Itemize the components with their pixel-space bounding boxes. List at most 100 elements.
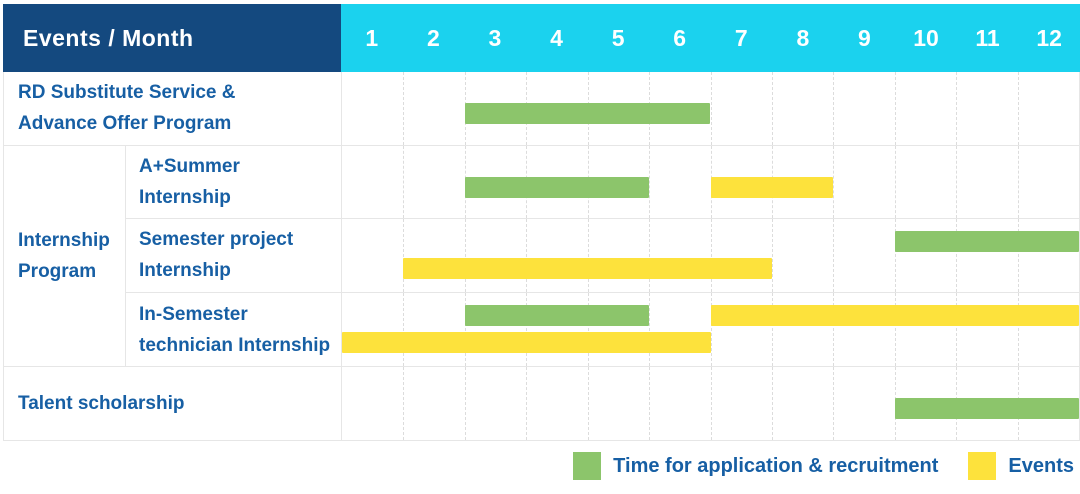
- gantt-bar-application: [894, 398, 1079, 420]
- month-gridline: [956, 219, 958, 292]
- month-gridline: [649, 219, 651, 292]
- legend-label-events: Events: [1008, 454, 1074, 477]
- month-gridline: [587, 292, 589, 367]
- month-label: 4: [550, 24, 563, 51]
- events-month-header-cell: Events / Month: [3, 4, 341, 72]
- month-label: 9: [858, 24, 871, 51]
- legend-swatch-application: [573, 452, 602, 480]
- gantt-bar-events: [710, 304, 1079, 326]
- month-gridline: [894, 145, 896, 219]
- row-label: RD Substitute Service & Advance Offer Pr…: [4, 72, 342, 145]
- month-gridline: [771, 219, 773, 292]
- month-gridline: [526, 367, 528, 440]
- month-gridline: [771, 367, 773, 440]
- month-gridline: [1017, 219, 1019, 292]
- month-gridline: [526, 219, 528, 292]
- gantt-bar-application: [894, 231, 1079, 253]
- group-label: Internship Program: [4, 145, 126, 367]
- month-gridline: [710, 292, 712, 367]
- legend-item-events: Events: [968, 452, 1074, 480]
- legend-swatch-events: [968, 452, 997, 480]
- gantt-bar-application: [464, 304, 650, 326]
- month-label: 11: [975, 24, 1000, 51]
- table-header: Events / Month 1 2 3 4 5 6 7 8 9 10 11 12: [3, 4, 1080, 72]
- month-gridline: [587, 219, 589, 292]
- month-gridline: [710, 367, 712, 440]
- month-label: 2: [426, 24, 440, 51]
- schedule-table: Events / Month 1 2 3 4 5 6 7 8 9 10 11 12 RD Substi…: [3, 4, 1080, 441]
- month-gridline: [587, 367, 589, 440]
- gantt-bar-events: [342, 331, 711, 353]
- table-row: In-Semester technician Internship: [126, 292, 1079, 367]
- month-label: 10: [913, 24, 939, 51]
- row-label-text: Talent scholarship: [18, 393, 185, 415]
- table-row: Talent scholarship: [4, 367, 1079, 441]
- row-chart-area: [342, 72, 1079, 145]
- month-gridline: [956, 72, 958, 145]
- month-gridline: [403, 292, 405, 367]
- row-label-text: Semester project Internship: [139, 229, 294, 282]
- month-label: 6: [673, 24, 687, 51]
- row-label-text: RD Substitute Service & Advance Offer Pr…: [18, 82, 236, 135]
- row-label-text: A+Summer Internship: [139, 155, 240, 208]
- month-gridline: [464, 292, 466, 367]
- month-label: 1: [365, 24, 379, 51]
- month-gridline: [649, 145, 651, 219]
- month-gridline: [956, 145, 958, 219]
- legend-label-application: Time for application & recruitment: [613, 454, 939, 477]
- month-gridline: [833, 145, 835, 219]
- table-row: RD Substitute Service & Advance Offer Pr…: [4, 72, 1079, 146]
- row-label: A+Summer Internship: [126, 145, 342, 219]
- month-gridline: [649, 292, 651, 367]
- row-label: Talent scholarship: [4, 367, 342, 440]
- legend-item-application: Time for application & recruitment: [573, 452, 938, 480]
- events-month-header-label: Events / Month: [23, 24, 194, 51]
- month-gridline: [526, 292, 528, 367]
- month-gridline: [1017, 72, 1019, 145]
- group-rows: A+Summer Internship Semester project Inte…: [126, 145, 1079, 367]
- month-gridline: [833, 72, 835, 145]
- row-chart-area: [342, 292, 1079, 367]
- row-chart-area: [342, 367, 1079, 440]
- month-gridline: [710, 72, 712, 145]
- row-label: In-Semester technician Internship: [126, 292, 342, 367]
- month-gridline: [771, 292, 773, 367]
- month-gridline: [403, 219, 405, 292]
- month-gridline: [833, 219, 835, 292]
- table-body: RD Substitute Service & Advance Offer Pr…: [3, 72, 1080, 441]
- month-gridline: [710, 219, 712, 292]
- gantt-bar-application: [464, 176, 650, 198]
- month-gridline: [956, 292, 958, 367]
- month-header-row: 1 2 3 4 5 6 7 8 9 10 11 12: [341, 4, 1080, 72]
- month-label: 12: [1036, 24, 1062, 51]
- month-label: 8: [796, 24, 810, 51]
- group-block: Internship Program A+Summer Internship Sem…: [4, 145, 1079, 368]
- month-gridline: [649, 367, 651, 440]
- month-gridline: [894, 72, 896, 145]
- month-gridline: [771, 72, 773, 145]
- month-label: 5: [611, 24, 625, 51]
- row-chart-area: [342, 219, 1079, 292]
- month-gridline: [464, 219, 466, 292]
- month-label: 7: [734, 24, 748, 51]
- group-label-text: Internship Program: [18, 229, 110, 282]
- month-gridline: [1017, 292, 1019, 367]
- table-row: A+Summer Internship: [126, 145, 1079, 220]
- gantt-bar-application: [464, 103, 711, 124]
- month-gridline: [894, 219, 896, 292]
- legend: Time for application & recruitment Events: [573, 452, 1074, 480]
- row-label-text: In-Semester technician Internship: [139, 303, 331, 356]
- month-gridline: [403, 367, 405, 440]
- month-gridline: [403, 72, 405, 145]
- month-gridline: [833, 292, 835, 367]
- gantt-bar-events: [710, 176, 834, 198]
- gantt-bar-events: [403, 258, 772, 280]
- row-label: Semester project Internship: [126, 219, 342, 292]
- month-gridline: [464, 367, 466, 440]
- table-row: Semester project Internship: [126, 219, 1079, 293]
- row-chart-area: [342, 145, 1079, 219]
- month-gridline: [403, 145, 405, 219]
- month-gridline: [833, 367, 835, 440]
- month-gridline: [894, 292, 896, 367]
